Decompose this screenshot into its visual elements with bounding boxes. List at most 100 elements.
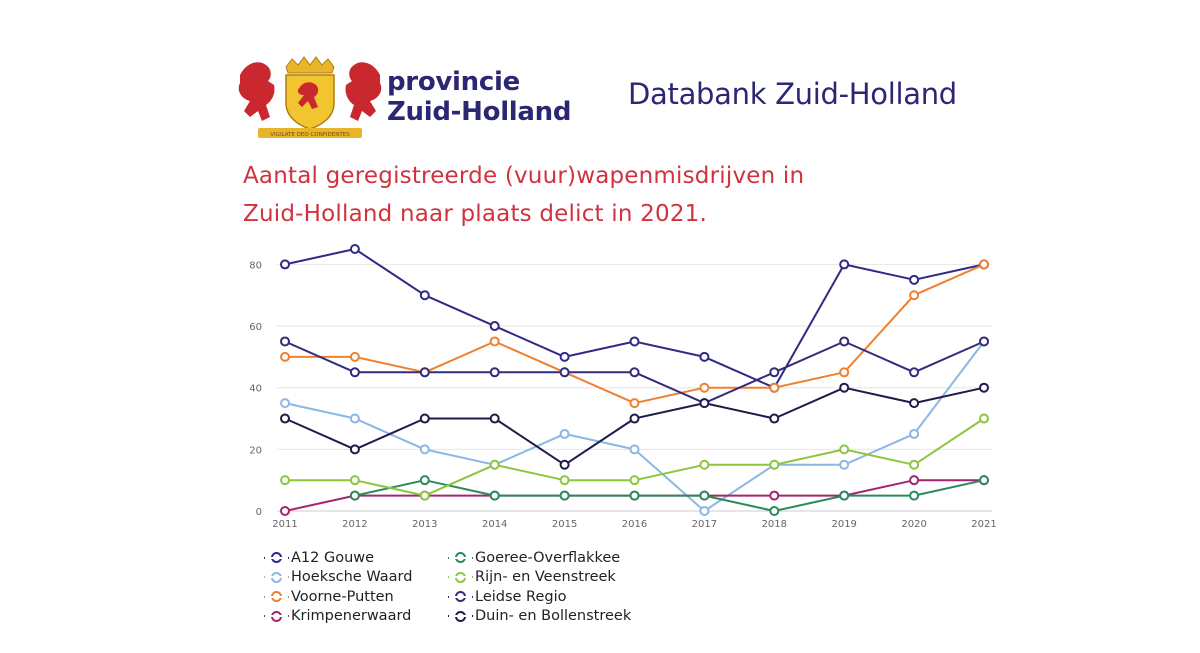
- data-point-4: [769, 506, 780, 516]
- legend-marker-icon: [448, 591, 473, 603]
- chart-title: Aantal geregistreerde (vuur)wapenmisdrij…: [243, 157, 963, 233]
- data-point-5: [419, 490, 430, 501]
- legend-item[interactable]: Hoeksche Waard: [264, 568, 413, 588]
- legend-marker-icon: [264, 610, 289, 622]
- logo-line2: Zuid-Holland: [387, 97, 572, 127]
- data-point-4: [629, 490, 640, 501]
- legend-label: Goeree-Overflakkee: [475, 549, 621, 566]
- legend-column-right: Goeree-Overflakkee Rijn- en Veenstreek Lei…: [448, 548, 632, 627]
- y-tick-label: 60: [249, 322, 262, 333]
- y-tick-label: 0: [256, 507, 262, 518]
- series-line-0: [284, 248, 985, 389]
- data-point-2: [909, 290, 920, 301]
- legend-item[interactable]: A12 Gouwe: [264, 548, 412, 568]
- data-point-0: [489, 321, 500, 332]
- legend-item[interactable]: Krimpenerwaard: [264, 607, 412, 627]
- data-point-7: [349, 444, 360, 455]
- data-point-0: [699, 351, 710, 362]
- data-point-4: [559, 490, 570, 501]
- data-point-0: [349, 244, 360, 254]
- data-point-4: [699, 490, 710, 501]
- series-line-1: [284, 340, 985, 512]
- data-point-1: [699, 506, 710, 516]
- data-point-7: [489, 413, 500, 424]
- series-line-2: [285, 263, 985, 405]
- legend-item[interactable]: Leidse Regio: [448, 587, 631, 607]
- x-tick-label: 2013: [412, 519, 437, 530]
- data-point-1: [629, 444, 640, 455]
- data-point-7: [909, 398, 920, 409]
- legend-item[interactable]: Voorne-Putten: [264, 587, 412, 607]
- chart-title-line2: Zuid-Holland naar plaats delict in 2021.: [243, 201, 708, 227]
- data-point-1: [559, 428, 570, 439]
- data-point-7: [559, 459, 570, 470]
- data-point-5: [839, 444, 850, 455]
- data-point-4: [419, 475, 430, 486]
- data-point-1: [909, 428, 920, 439]
- x-tick-label: 2011: [272, 519, 297, 530]
- data-point-0: [629, 336, 640, 347]
- data-point-1: [349, 413, 360, 424]
- x-tick-label: 2012: [342, 519, 367, 530]
- legend-marker-icon: [264, 571, 289, 583]
- data-point-5: [769, 459, 780, 470]
- legend-label: A12 Gouwe: [291, 549, 375, 566]
- x-tick-label: 2021: [971, 519, 996, 530]
- y-tick-label: 40: [249, 384, 262, 395]
- legend-label: Krimpenerwaard: [291, 608, 412, 625]
- legend-label: Leidse Regio: [475, 588, 567, 605]
- legend-marker-icon: [448, 571, 473, 583]
- logo-wordmark: provincie Zuid-Holland: [387, 67, 572, 127]
- legend-column-left: A12 Gouwe Hoeksche Waard Voorne-Putten Krim…: [264, 548, 413, 627]
- data-point-6: [349, 367, 360, 378]
- x-tick-label: 2015: [552, 519, 577, 530]
- data-point-7: [979, 382, 989, 393]
- data-point-7: [769, 413, 780, 424]
- data-point-6: [419, 367, 430, 378]
- legend-item[interactable]: Duin- en Bollenstreek: [448, 607, 632, 627]
- data-point-7: [629, 413, 640, 424]
- legend-item[interactable]: Rijn- en Veenstreek: [448, 568, 631, 588]
- legend-item[interactable]: Goeree-Overflakkee: [448, 548, 631, 568]
- data-point-2: [699, 382, 710, 393]
- data-point-5: [979, 413, 989, 424]
- data-point-0: [280, 259, 290, 270]
- x-tick-label: 2016: [622, 519, 647, 530]
- data-point-6: [979, 336, 989, 347]
- data-point-5: [559, 475, 570, 486]
- header: VIGILATE DEO CONFIDENTES provincie Zuid-…: [236, 55, 996, 140]
- logo-motto: VIGILATE DEO CONFIDENTES: [270, 132, 350, 138]
- data-point-4: [489, 490, 500, 501]
- data-point-3: [909, 475, 920, 486]
- x-tick-label: 2019: [831, 519, 856, 530]
- data-point-2: [629, 398, 640, 409]
- data-point-5: [489, 459, 500, 470]
- data-point-2: [979, 259, 989, 270]
- legend-label: Voorne-Putten: [291, 588, 394, 605]
- data-point-7: [839, 382, 850, 393]
- data-point-4: [839, 490, 850, 501]
- legend-marker-icon: [448, 552, 473, 564]
- data-point-2: [839, 367, 850, 378]
- y-tick-label: 20: [249, 445, 262, 456]
- legend-label: Hoeksche Waard: [291, 569, 413, 586]
- data-point-5: [909, 459, 920, 470]
- data-point-3: [769, 490, 780, 501]
- data-point-4: [979, 475, 989, 486]
- data-point-2: [769, 382, 780, 393]
- data-point-2: [349, 351, 360, 362]
- data-point-5: [699, 459, 710, 470]
- data-point-6: [280, 336, 290, 347]
- x-tick-label: 2020: [901, 519, 926, 530]
- data-point-5: [280, 475, 290, 486]
- data-point-3: [280, 506, 290, 516]
- data-point-5: [629, 475, 640, 486]
- data-point-2: [280, 351, 290, 362]
- data-point-7: [419, 413, 430, 424]
- data-point-4: [349, 490, 360, 501]
- legend-label: Duin- en Bollenstreek: [475, 608, 632, 625]
- chart-title-line1: Aantal geregistreerde (vuur)wapenmisdrij…: [243, 163, 805, 189]
- legend-marker-icon: [264, 591, 289, 603]
- data-point-6: [909, 367, 920, 378]
